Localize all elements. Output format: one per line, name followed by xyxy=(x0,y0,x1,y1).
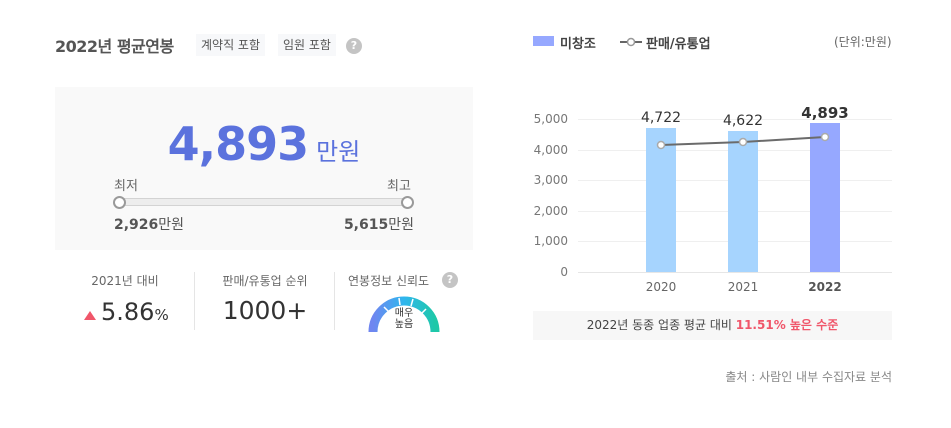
min-value: 2,926만원 xyxy=(114,217,185,233)
help-icon[interactable]: ? xyxy=(442,272,458,288)
min-knob xyxy=(113,196,126,209)
average-salary: 4,893 만원 xyxy=(55,117,473,171)
max-value: 5,615만원 xyxy=(343,217,414,233)
unit-note: (단위:만원) xyxy=(834,35,892,49)
page-title: 2022년 평균연봉 xyxy=(55,37,174,56)
legend-line-label: 판매/유통업 xyxy=(646,37,711,52)
yoy-change: 5.86% xyxy=(84,298,169,326)
grid-line xyxy=(578,119,892,120)
legend-bar-label: 미창조 xyxy=(560,37,596,52)
y-tick: 5,000 xyxy=(533,112,568,126)
gauge-text: 매우 높음 xyxy=(394,308,414,330)
industry-line xyxy=(656,132,830,150)
y-tick: 1,000 xyxy=(533,234,568,248)
x-tick: 2022 xyxy=(808,280,842,294)
x-axis-line xyxy=(578,272,892,273)
divider xyxy=(194,272,195,330)
tag-contract-included: 계약직 포함 xyxy=(196,34,266,56)
help-icon[interactable]: ? xyxy=(346,38,362,54)
reliability-label: 연봉정보 신뢰도 xyxy=(348,274,430,288)
salary-range-track xyxy=(119,198,407,206)
rank-value: 1000+ xyxy=(222,296,308,325)
trend-up-icon xyxy=(84,311,96,320)
data-source: 출처 : 사람인 내부 수집자료 분석 xyxy=(725,370,892,384)
max-knob xyxy=(401,196,414,209)
divider xyxy=(334,272,335,330)
y-tick: 0 xyxy=(560,265,568,279)
average-salary-value: 4,893 xyxy=(167,117,310,171)
rank-label: 판매/유통업 순위 xyxy=(222,274,308,288)
bar-label-2022: 4,893 xyxy=(801,104,849,122)
legend-line-icon xyxy=(620,37,642,47)
y-tick: 3,000 xyxy=(533,173,568,187)
industry-comparison-summary: 2022년 동종 업종 평균 대비 11.51% 높은 수준 xyxy=(533,311,892,340)
bar-2021[interactable] xyxy=(728,131,758,272)
bar-2022[interactable] xyxy=(810,123,840,272)
bar-label-2021: 4,622 xyxy=(722,113,764,129)
x-tick: 2020 xyxy=(645,280,677,294)
min-label: 최저 xyxy=(114,179,138,194)
tag-executive-included: 임원 포함 xyxy=(278,34,336,56)
bar-label-2020: 4,722 xyxy=(640,110,682,126)
bar-2020[interactable] xyxy=(646,128,676,272)
x-tick: 2021 xyxy=(727,280,759,294)
average-salary-unit: 만원 xyxy=(316,138,361,166)
gauge-icon xyxy=(368,296,440,332)
max-label: 최고 xyxy=(387,179,411,194)
y-tick: 4,000 xyxy=(533,143,568,157)
average-salary-panel: 4,893 만원 최저 최고 2,926만원 5,615만원 xyxy=(55,87,473,250)
reliability-gauge: 매우 높음 xyxy=(368,294,440,332)
yoy-label: 2021년 대비 xyxy=(91,274,159,288)
y-tick: 2,000 xyxy=(533,204,568,218)
legend-bar-swatch xyxy=(533,36,554,46)
